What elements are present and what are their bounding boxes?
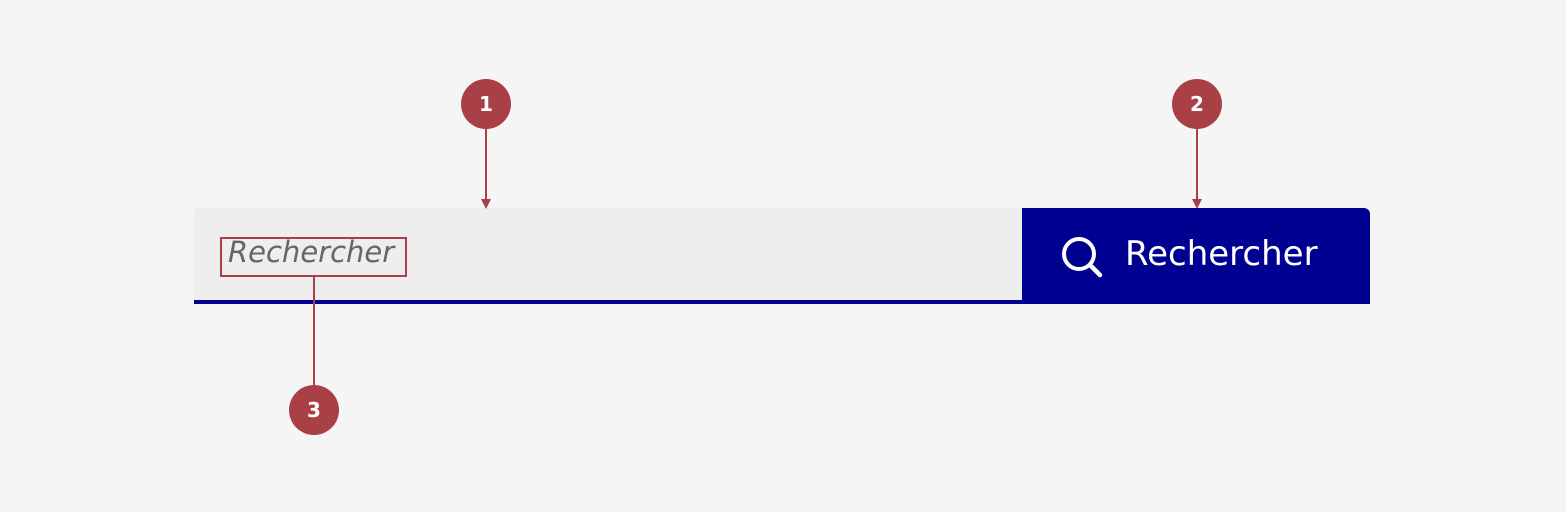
search-input[interactable]: Rechercher — [194, 208, 1022, 304]
search-bar: Rechercher Rechercher — [194, 208, 1370, 304]
annotation-marker-1: 1 — [461, 79, 511, 209]
search-button[interactable]: Rechercher — [1022, 208, 1370, 304]
annotation-number-2: 2 — [1190, 92, 1204, 116]
search-button-label: Rechercher — [1125, 234, 1318, 274]
annotation-number-3: 3 — [307, 398, 321, 422]
annotation-marker-2: 2 — [1172, 79, 1222, 209]
search-placeholder: Rechercher — [228, 235, 395, 269]
search-icon — [1062, 237, 1103, 278]
annotation-number-1: 1 — [479, 92, 493, 116]
